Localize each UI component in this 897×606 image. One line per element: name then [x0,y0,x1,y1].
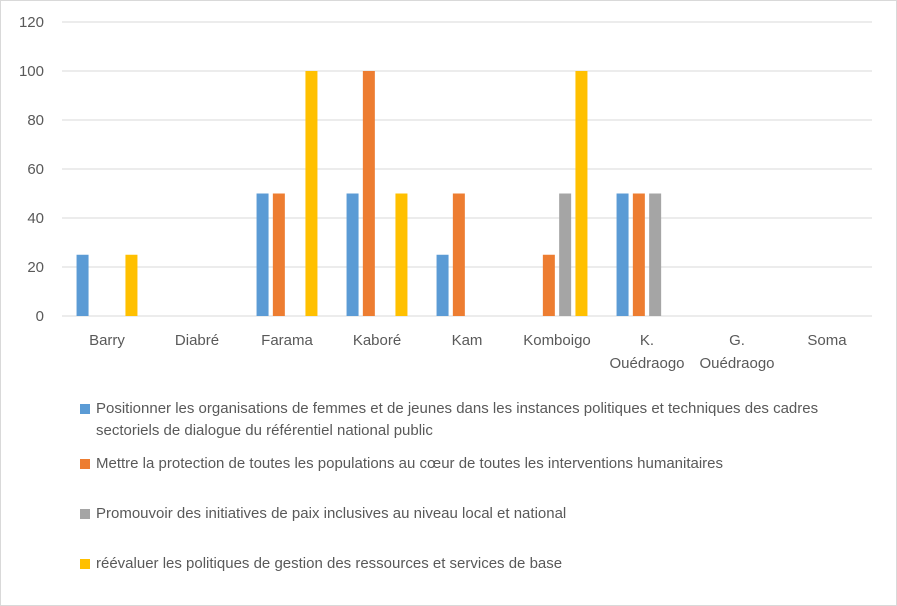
x-tick-label-line: G. [729,332,745,349]
y-tick-label: 60 [27,161,44,178]
y-tick-label: 20 [27,259,44,276]
x-tick-label: Komboigo [523,332,591,349]
bar-s0-k-ouédraogo [616,193,629,316]
bar-s1-k-ouédraogo [632,193,645,316]
bar-s1-farama [272,193,285,316]
y-axis-ticks: 0 20 40 60 80 100 120 [19,14,44,325]
bar-s2-komboigo [559,193,572,316]
legend-label: Positionner les organisations de femmes … [96,400,819,439]
x-tick-label-line: Kam [452,332,483,349]
y-tick-label: 80 [27,112,44,129]
bar-s0-kam [436,254,449,316]
x-tick-label: Farama [261,332,313,349]
bar-s3-barry [125,254,138,316]
bar-s0-barry [76,254,89,316]
x-tick-label-line: Farama [261,332,313,349]
x-tick-label: Soma [807,332,847,349]
gridlines [62,21,872,317]
x-tick-label-line: Diabré [175,332,219,349]
bar-s0-kaboré [346,193,359,316]
legend-swatch [80,459,90,469]
bar-s1-kaboré [362,71,375,316]
x-tick-label-line: K. [640,332,654,349]
bar-s0-farama [256,193,269,316]
legend-label: Promouvoir des initiatives de paix inclu… [96,505,567,522]
legend-item-3: réévaluer les politiques de gestion des … [80,553,856,575]
bar-s3-farama [305,71,318,316]
x-tick-label: G. Ouédraogo [699,332,774,372]
bar-s2-k-ouédraogo [649,193,662,316]
legend-swatch [80,509,90,519]
x-tick-label: Barry [89,332,125,349]
x-tick-label-line: Soma [807,332,847,349]
bar-s1-komboigo [542,254,555,316]
y-tick-label: 120 [19,14,44,31]
x-tick-label: Kam [452,332,483,349]
legend-label: Mettre la protection de toutes les popul… [96,455,724,472]
legend-item-1: Mettre la protection de toutes les popul… [80,453,856,475]
bar-chart: 0 20 40 60 80 100 120 Barry Diabré Farama Kaboré K… [19,14,872,372]
x-tick-label: K. Ouédraogo [609,332,684,372]
y-tick-label: 100 [19,63,44,80]
x-axis-ticks: Barry Diabré Farama Kaboré Kam Komboigo K. Ouéd… [89,332,847,372]
x-tick-label-line: Ouédraogo [699,355,774,372]
bar-s1-kam [452,193,465,316]
x-tick-label-line: Kaboré [353,332,401,349]
legend-label: réévaluer les politiques de gestion des … [96,555,563,572]
y-tick-label: 40 [27,210,44,227]
legend-item-0: Positionner les organisations de femmes … [80,398,856,442]
x-tick-label: Diabré [175,332,219,349]
legend-swatch [80,404,90,414]
x-tick-label-line: Ouédraogo [609,355,684,372]
y-tick-label: 0 [36,308,44,325]
bars [76,71,662,316]
bar-s3-kaboré [395,193,408,316]
x-tick-label-line: Barry [89,332,125,349]
bar-s3-komboigo [575,71,588,316]
legend-swatch [80,559,90,569]
legend-item-2: Promouvoir des initiatives de paix inclu… [80,503,856,525]
x-tick-label-line: Komboigo [523,332,591,349]
x-tick-label: Kaboré [353,332,401,349]
